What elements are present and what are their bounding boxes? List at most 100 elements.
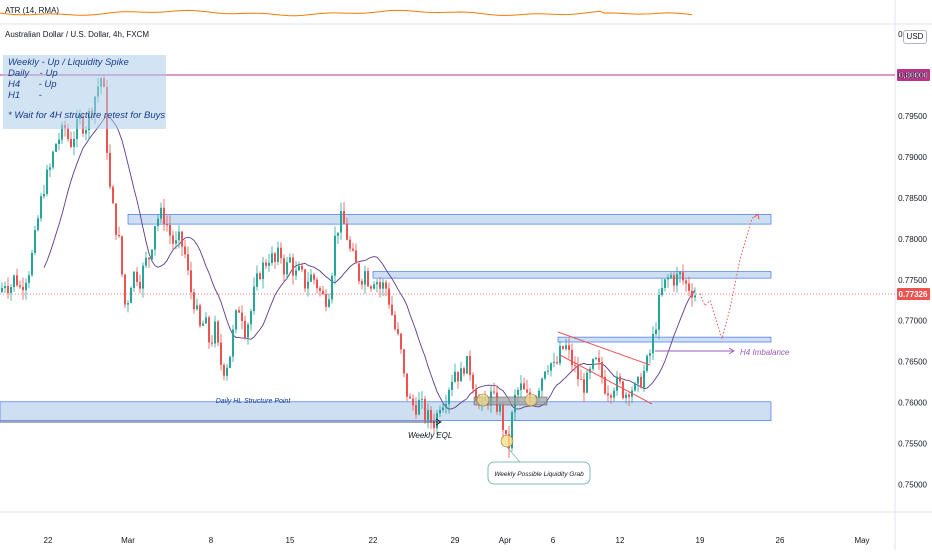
candle-body — [370, 286, 372, 289]
candle-body — [10, 287, 12, 293]
candle-body — [232, 329, 234, 357]
candle-body — [526, 389, 528, 393]
candle-body — [229, 356, 231, 368]
candle-body — [286, 262, 288, 275]
currency-button[interactable]: USD — [903, 30, 927, 44]
candle-body — [544, 371, 546, 379]
callout-pointer — [506, 446, 521, 463]
x-tick-label: 6 — [551, 536, 556, 545]
candle-body — [586, 372, 588, 393]
candle-body — [124, 274, 126, 305]
candle-body — [151, 249, 153, 260]
candle-body — [382, 282, 384, 289]
candle-body — [415, 405, 417, 415]
candle-body — [688, 283, 690, 291]
candle-body — [442, 407, 444, 410]
candle-body — [295, 270, 297, 276]
candle-body — [220, 342, 222, 365]
candle-body — [349, 239, 351, 249]
liquidity-grab-circle — [500, 434, 514, 448]
candle-body — [310, 274, 312, 282]
candle-body — [628, 394, 630, 397]
candle-body — [472, 374, 474, 390]
candle-body — [616, 376, 618, 391]
candle-body — [304, 269, 306, 289]
candle-body — [394, 314, 396, 329]
candle-body — [520, 383, 522, 391]
candle-body — [553, 362, 555, 364]
candle-body — [16, 275, 18, 286]
candle-body — [550, 363, 552, 371]
candle-body — [352, 248, 354, 251]
y-tick-label: 0.75500 — [898, 440, 927, 449]
candle-body — [259, 273, 261, 280]
note-line-weekly: Weekly - Up / Liquidity Spike — [8, 57, 129, 68]
candle-body — [364, 271, 366, 285]
liquidity-grab-callout — [487, 461, 591, 485]
atr-indicator-label[interactable]: ATR (14, RMA) — [5, 6, 60, 15]
candle-body — [343, 211, 345, 224]
candle-body — [583, 379, 585, 393]
atr-line — [0, 9, 693, 17]
resistance-price-label: 0.80000 — [899, 71, 928, 80]
candle-body — [205, 317, 207, 324]
imbalance-arrowhead — [728, 347, 735, 355]
candle-body — [31, 252, 33, 276]
candle-body — [145, 257, 147, 266]
candle-body — [406, 373, 408, 397]
current-price-badge — [897, 288, 930, 301]
x-tick-label: Mar — [121, 536, 135, 545]
candle-body — [73, 138, 75, 147]
resistance-price-badge — [897, 69, 930, 82]
candle-body — [268, 262, 270, 266]
x-tick-label: Apr — [499, 536, 512, 545]
candle-body — [34, 230, 36, 253]
candle-body — [7, 286, 9, 293]
candle-body — [346, 223, 348, 240]
symbol-title: Australian Dollar / U.S. Dollar, 4h, FXC… — [5, 30, 150, 39]
candle-body — [658, 294, 660, 330]
candle-body — [136, 271, 138, 282]
y-tick-label: 0.77500 — [898, 276, 927, 285]
candle-body — [169, 224, 171, 236]
candle-body — [634, 383, 636, 391]
candle-body — [646, 355, 648, 371]
candle-body — [109, 152, 111, 187]
candle-body — [451, 381, 453, 390]
candle-body — [337, 232, 339, 236]
candle-body — [253, 286, 255, 312]
candle-body — [223, 364, 225, 376]
candle-body — [1, 287, 3, 293]
candle-body — [598, 357, 600, 363]
candle-body — [400, 333, 402, 350]
candle-body — [247, 324, 249, 338]
y-tick-label: 0.75000 — [898, 481, 927, 490]
candle-body — [130, 287, 132, 304]
candle-body — [568, 345, 570, 350]
candle-body — [565, 345, 567, 349]
candle-body — [214, 321, 216, 344]
supply-demand-zone — [0, 401, 772, 421]
candle-body — [373, 284, 375, 289]
candle-body — [154, 225, 156, 250]
structure-bar — [473, 396, 548, 406]
candle-body — [202, 323, 204, 326]
candle-body — [493, 391, 495, 393]
candle-body — [121, 236, 123, 275]
y-tick-label: 0.80000 — [898, 71, 927, 80]
candle-body — [226, 367, 228, 376]
candle-body — [163, 207, 165, 225]
candle-body — [604, 376, 606, 394]
candle-body — [118, 234, 120, 237]
candle-body — [244, 320, 246, 338]
candle-body — [4, 286, 6, 288]
note-line-daily: Daily - Up — [8, 68, 58, 79]
candle-body — [67, 128, 69, 139]
candle-body — [421, 399, 423, 400]
candle-body — [217, 321, 219, 343]
candle-body — [685, 280, 687, 284]
y-tick-label: 0.78500 — [898, 194, 927, 203]
candle-body — [457, 371, 459, 382]
